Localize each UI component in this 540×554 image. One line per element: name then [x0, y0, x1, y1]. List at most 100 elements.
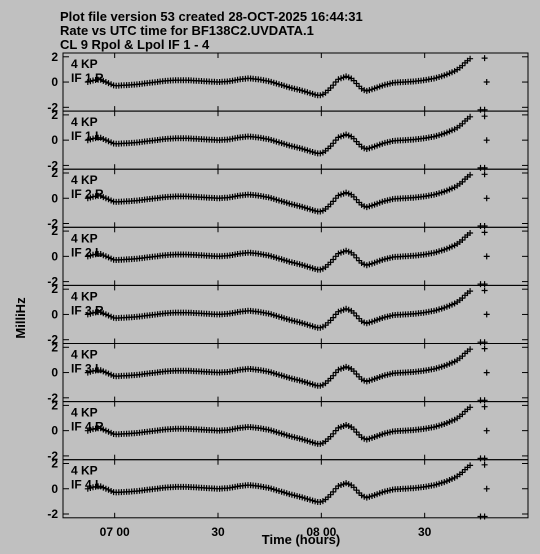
y-tick-label: -2	[47, 275, 58, 289]
outlier-point	[481, 223, 488, 229]
data-point	[330, 198, 337, 205]
y-tick-label: 2	[51, 398, 58, 412]
outlier-point	[481, 229, 488, 236]
data-point	[330, 488, 337, 495]
data-point	[467, 113, 474, 120]
data-point	[467, 230, 474, 236]
data-point	[330, 82, 337, 89]
data-point	[97, 309, 104, 316]
data-point	[97, 367, 104, 374]
y-tick-label: -2	[47, 449, 58, 463]
data-point	[467, 462, 474, 469]
panel-if-label: IF 3 L	[71, 362, 102, 376]
x-axis: 07 00 30 08 00 30	[100, 525, 432, 539]
panel-frame	[62, 110, 529, 170]
outlier-point	[481, 113, 488, 120]
outlier-point	[481, 455, 488, 462]
panel-frame	[62, 52, 529, 112]
y-tick-label: 2	[51, 456, 58, 470]
y-tick-label: 2	[51, 282, 58, 296]
data-point	[97, 76, 104, 83]
data-point	[330, 430, 337, 437]
panel-if-label: IF 2 L	[71, 245, 102, 259]
outlier-point	[481, 513, 488, 520]
y-tick-label: 2	[51, 166, 58, 180]
y-tick-label: 0	[51, 249, 58, 263]
x-tick-label: 08 00	[306, 525, 336, 539]
y-tick-label: -2	[47, 158, 58, 172]
outlier-point	[481, 403, 488, 410]
panel-source-label: 4 KP	[71, 173, 98, 187]
y-tick-label: 0	[51, 191, 58, 205]
header-line-1: Plot file version 53 created 28-OCT-2025…	[60, 9, 363, 24]
data-point	[330, 256, 337, 263]
y-tick-label: 0	[51, 482, 58, 496]
panel-frame	[62, 401, 529, 461]
header-line-3: CL 9 Rpol & Lpol IF 1 - 4	[60, 37, 210, 52]
outlier-point	[481, 345, 488, 352]
outlier-point	[481, 281, 488, 288]
panel-frame	[62, 168, 529, 228]
y-tick-label: -2	[47, 333, 58, 347]
panel-source-label: 4 KP	[71, 115, 98, 129]
outlier-point	[481, 287, 488, 294]
data-point	[467, 288, 474, 295]
outlier-point	[481, 397, 488, 404]
y-tick-label: 2	[51, 108, 58, 122]
data-point	[330, 372, 337, 379]
x-tick-label: 07 00	[100, 525, 130, 539]
y-tick-label: 0	[51, 307, 58, 321]
data-point	[97, 134, 104, 141]
outlier-point	[483, 427, 490, 434]
data-point	[97, 425, 104, 432]
x-axis-label: Time (hours)	[262, 532, 341, 547]
y-tick-label: 2	[51, 340, 58, 354]
panel-frame	[62, 284, 529, 344]
outlier-point	[483, 79, 490, 85]
data-point	[97, 192, 104, 199]
data-point	[467, 55, 474, 62]
y-tick-label: 0	[51, 366, 58, 380]
y-tick-label: 0	[51, 133, 58, 147]
outlier-point	[481, 461, 488, 468]
y-tick-label: -2	[47, 100, 58, 114]
y-tick-label: 2	[51, 224, 58, 238]
y-tick-label: -2	[47, 507, 58, 521]
panel-source-label: 4 KP	[71, 348, 98, 362]
panel-if-label: IF 1 L	[71, 129, 102, 143]
outlier-point	[483, 485, 490, 492]
data-point	[467, 171, 474, 178]
outlier-point	[483, 369, 490, 376]
panel-frame	[62, 459, 529, 519]
outlier-point	[483, 311, 490, 318]
outlier-point	[483, 137, 490, 144]
outlier-point	[481, 171, 488, 178]
outlier-point	[481, 106, 488, 113]
outlier-point	[483, 253, 490, 260]
outlier-point	[481, 164, 488, 171]
data-point	[467, 404, 474, 411]
y-tick-label: 0	[51, 424, 58, 438]
y-tick-label: -2	[47, 391, 58, 405]
panel-source-label: 4 KP	[71, 464, 98, 478]
y-tick-label: -2	[47, 217, 58, 231]
y-tick-label: 0	[51, 75, 58, 89]
panel-source-label: 4 KP	[71, 57, 98, 71]
data-point	[97, 483, 104, 490]
outlier-point	[483, 195, 490, 202]
panel-source-label: 4 KP	[71, 231, 98, 245]
panel-if-label: IF 4 L	[71, 478, 102, 492]
data-point	[467, 346, 474, 353]
y-axis-label: MilliHz	[13, 297, 28, 339]
outlier-point	[481, 339, 488, 346]
header-line-2: Rate vs UTC time for BF138C2.UVDATA.1	[60, 23, 314, 38]
